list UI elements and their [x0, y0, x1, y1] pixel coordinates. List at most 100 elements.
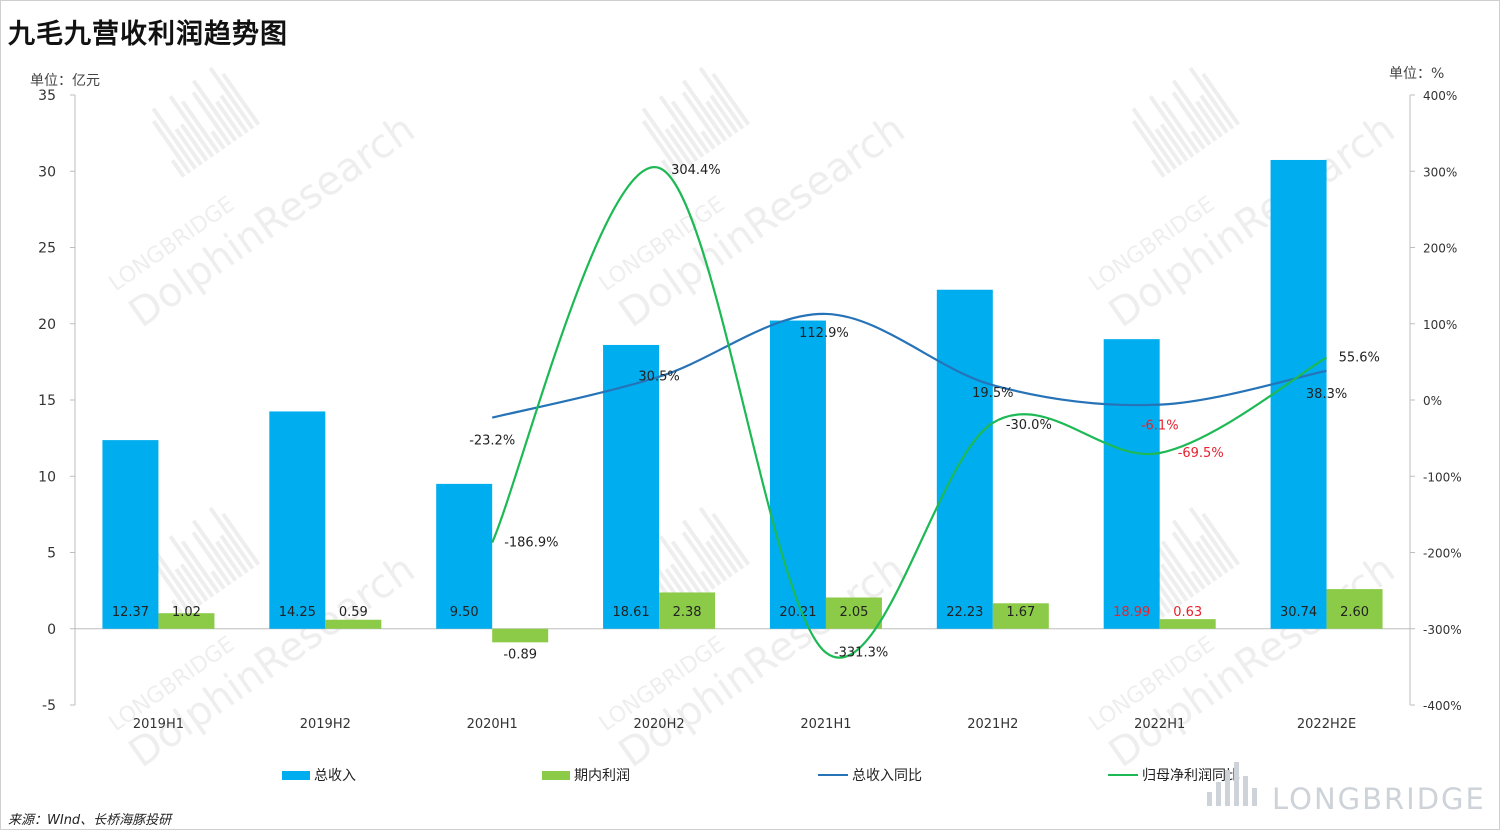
watermark-bar [191, 91, 232, 146]
line-revenue-yoy-label: -23.2% [469, 434, 515, 449]
watermark-bar [1171, 531, 1212, 586]
watermark-bar [1160, 540, 1200, 594]
watermark-bar [709, 94, 739, 134]
x-axis-tick-label: 2022H1 [1134, 717, 1185, 732]
bar-revenue [269, 411, 326, 629]
watermark-bar [219, 534, 249, 574]
watermark-bar [1160, 100, 1200, 154]
bar-profit-label: 2.05 [839, 605, 868, 620]
bar-revenue-label: 30.74 [1280, 605, 1317, 620]
line-revenue-yoy [491, 312, 1327, 419]
watermark-bar [221, 72, 261, 126]
bar-revenue-label: 18.99 [1113, 605, 1150, 620]
watermark-bar [151, 107, 198, 170]
watermark-bar [1148, 535, 1195, 598]
bar-revenue [769, 320, 826, 629]
right-axis-tick-label: 300% [1423, 165, 1457, 179]
bar-revenue [603, 344, 660, 629]
x-axis-tick-label: 2021H2 [967, 717, 1018, 732]
line-profit-yoy-label: -30.0% [1006, 418, 1052, 433]
bar-revenue-label: 9.50 [450, 605, 479, 620]
bar-revenue-label: 18.61 [612, 605, 649, 620]
left-axis-tick-label: 30 [38, 164, 56, 180]
bar-profit [158, 613, 215, 629]
watermark-bar [705, 100, 733, 138]
left-axis-tick-label: 15 [38, 393, 56, 409]
bar-profit [1326, 589, 1383, 629]
x-axis-tick-label: 2019H1 [133, 717, 184, 732]
watermark-bar [705, 540, 733, 578]
watermark-bar [681, 531, 722, 586]
source-note: 来源：WInd、长桥海豚投研 [8, 813, 172, 828]
watermark-bar [151, 559, 192, 614]
watermark-bar [210, 130, 226, 150]
bar-profit [325, 619, 382, 629]
legend-label-profit: 期内利润 [574, 768, 630, 784]
line-revenue-yoy-label: -6.1% [1141, 419, 1179, 434]
watermark-bar [641, 107, 688, 170]
left-axis-tick-label: 0 [47, 622, 56, 638]
bar-revenue [102, 440, 159, 629]
watermark-bar [1154, 567, 1183, 606]
watermark-bar [168, 95, 215, 158]
watermark-bar [170, 159, 186, 178]
bar-profit [1159, 619, 1216, 629]
watermark-bar [1195, 100, 1223, 138]
left-axis-tick-label: 10 [38, 469, 56, 485]
bar-profit [659, 592, 716, 629]
watermark-bar [1188, 506, 1235, 570]
watermark-bar [1171, 79, 1218, 142]
watermark-bar [215, 100, 243, 138]
left-axis-tick-label: -5 [42, 698, 56, 714]
watermark-bar [700, 570, 716, 590]
watermark-bar [208, 66, 255, 130]
x-axis-tick-label: 2020H2 [633, 717, 684, 732]
watermark-bar [670, 540, 710, 594]
watermark-bar [208, 506, 255, 570]
legend-item-profit: 期内利润 [542, 765, 630, 785]
watermark-bar [711, 512, 751, 566]
watermark-bar [1190, 130, 1206, 150]
watermark-bar [669, 563, 699, 602]
right-axis-tick-label: -100% [1423, 470, 1462, 484]
watermark-bar [219, 94, 249, 134]
watermark-bar [168, 535, 215, 598]
right-axis-tick-label: 400% [1423, 89, 1457, 103]
legend-swatch-profit-yoy [1108, 774, 1138, 776]
bar-revenue-label: 20.21 [779, 605, 816, 620]
watermark-bar [151, 119, 192, 174]
right-axis-tick-label: 200% [1423, 242, 1457, 256]
line-revenue-yoy-label: 112.9% [799, 326, 849, 341]
x-axis-tick-label: 2019H2 [300, 717, 351, 732]
bar-profit-label: 1.02 [172, 605, 201, 620]
legend-swatch-profit [542, 770, 570, 780]
brand-wordmark: LONGBRIDGE [1272, 782, 1486, 816]
watermark-bar [174, 567, 203, 606]
watermark-bar [670, 100, 710, 154]
line-revenue-yoy-label: 38.3% [1306, 387, 1347, 402]
bar-revenue [1270, 159, 1327, 629]
watermark-bar [1188, 66, 1235, 130]
right-axis-tick-label: -300% [1423, 623, 1462, 637]
bar-revenue [1103, 339, 1160, 629]
watermark-bar [1171, 519, 1218, 582]
watermark-bar [641, 119, 682, 174]
bar-profit [825, 597, 882, 629]
x-axis-tick-label: 2020H1 [467, 717, 518, 732]
left-axis-unit: 单位：亿元 [30, 73, 100, 89]
watermark-bar [698, 66, 745, 130]
bar-profit-label: 1.67 [1006, 605, 1035, 620]
watermark-bar [151, 547, 198, 610]
bar-revenue-label: 22.23 [946, 605, 983, 620]
watermark-bar [681, 91, 722, 146]
watermark-bar [1150, 159, 1166, 178]
right-axis-tick-label: -200% [1423, 547, 1462, 561]
right-axis-tick-label: -400% [1423, 699, 1462, 713]
bar-revenue-label: 14.25 [279, 605, 316, 620]
watermark-bar [660, 159, 676, 178]
bar-profit-label: 2.60 [1340, 605, 1369, 620]
bar-revenue [436, 483, 493, 629]
